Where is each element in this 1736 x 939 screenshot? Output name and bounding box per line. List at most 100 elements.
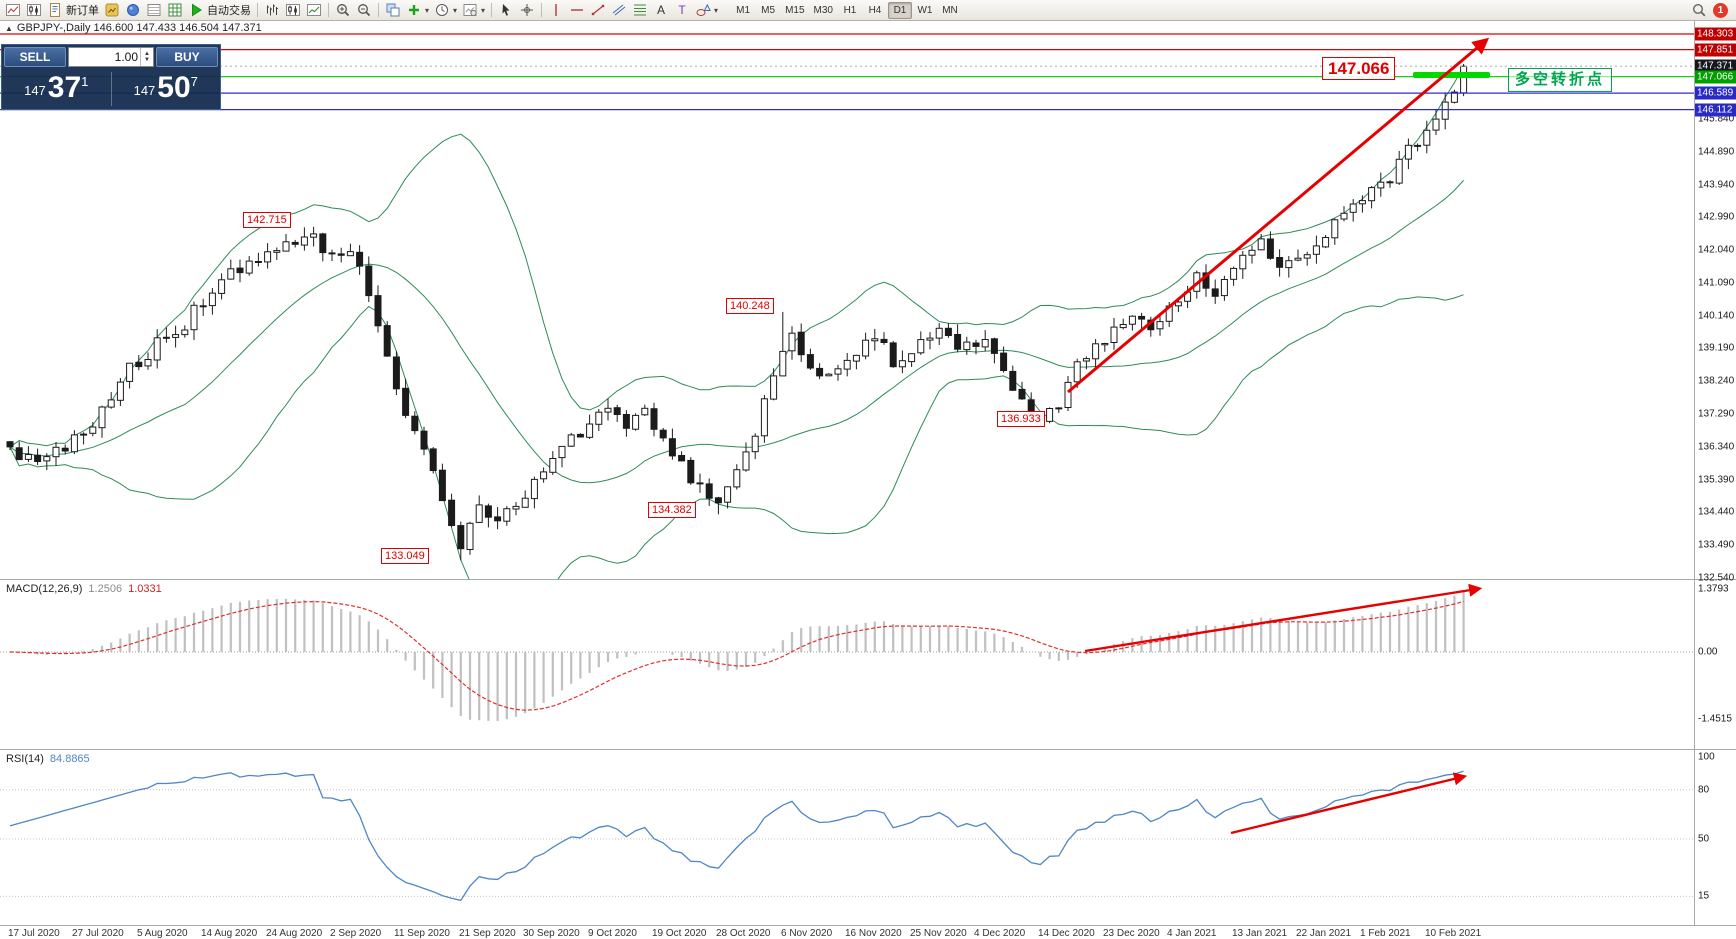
price-annotation-147066[interactable]: 147.066 [1322,57,1396,80]
caret-down-icon: ▾ [714,5,719,15]
turning-point-label[interactable]: 多空转折点 [1508,68,1613,92]
templates-icon [462,2,478,18]
spin-down-icon[interactable]: ▼ [144,57,150,63]
timeframe-m30[interactable]: M30 [813,4,833,16]
swing-price-tag[interactable]: 142.715 [243,212,291,228]
fibonacci-button[interactable] [630,1,650,20]
trendline-button[interactable] [588,1,608,20]
text-label-button[interactable]: T [672,1,692,20]
timeframe-w1[interactable]: W1 [917,4,933,16]
price-axis-label: 145.840 [1698,113,1735,125]
sell-button[interactable]: SELL [4,47,66,67]
turning-level-highlight[interactable] [1413,72,1490,78]
buy-price[interactable]: 147 50 7 [112,70,221,105]
time-axis-label: 22 Jan 2021 [1296,928,1352,939]
navigator-icon [146,2,162,18]
search-icon[interactable] [1691,2,1707,18]
sell-price[interactable]: 147 37 1 [2,72,111,105]
time-axis-label: 24 Aug 2020 [266,928,323,939]
indicators-icon [406,2,422,18]
macd-histogram [18,591,1465,721]
collapse-panel-icon[interactable]: ▲ [5,23,13,33]
swing-price-tag[interactable]: 133.049 [381,548,429,564]
buy-button[interactable]: BUY [156,47,218,67]
toolbar: 新订单 自动交易 ▾ ▾ ▾ A T ▾ M1 M5 M15 M30 H1 H4 D1 W1 MN 1 [0,0,1736,21]
horizontal-line-button[interactable] [567,1,587,20]
navigator-button[interactable] [144,1,164,20]
rsi-axis-label: 80 [1698,784,1710,796]
timeframe-m5[interactable]: M5 [761,4,776,16]
new-chart-button[interactable] [3,1,23,20]
cursor-button[interactable] [496,1,516,20]
chart-window-button[interactable] [24,1,44,20]
swing-price-tag[interactable]: 136.933 [997,411,1045,427]
crosshair-icon [519,2,535,18]
equidistant-channel-button[interactable] [609,1,629,20]
buy-price-pips: 50 [157,70,191,104]
new-order-button[interactable]: 新订单 [45,1,101,20]
timeframe-mn[interactable]: MN [942,4,958,16]
spin-up-icon[interactable]: ▲ [144,51,150,57]
terminal-button[interactable] [165,1,185,20]
text-button[interactable]: A [651,1,671,20]
zoom-out-button[interactable] [354,1,374,20]
swing-price-tag[interactable]: 140.248 [726,298,774,314]
trend-arrow-macd[interactable] [1084,583,1483,653]
timeframe-m1[interactable]: M1 [736,4,751,16]
candle-chart-icon [285,2,301,18]
line-chart-button[interactable] [304,1,324,20]
trend-arrow-rsi[interactable] [1230,772,1468,835]
chart-title: ▲ GBPJPY-,Daily 146.600 147.433 146.504 … [5,22,262,34]
candlestick-series [6,64,1468,561]
autotrading-button[interactable]: 自动交易 [186,1,253,20]
price-axis-label: 140.140 [1698,310,1735,322]
rsi-axis-label: 15 [1698,890,1710,902]
order-controls-row: SELL 1.00 ▲ ▼ BUY [2,45,220,69]
timeframe-h4[interactable]: H4 [868,4,882,16]
bar-chart-button[interactable] [262,1,282,20]
rsi-axis-label: 100 [1698,751,1715,763]
one-click-trading-panel: SELL 1.00 ▲ ▼ BUY 147 37 1 147 50 7 [1,44,221,110]
tile-windows-button[interactable] [383,1,403,20]
zoom-in-button[interactable] [333,1,353,20]
vertical-line-button[interactable] [546,1,566,20]
caret-down-icon: ▾ [425,5,430,15]
candle-chart-button[interactable] [283,1,303,20]
indicators-button[interactable]: ▾ [404,1,431,20]
price-axis-marker: 147.371 [1695,59,1736,73]
time-axis-label: 5 Aug 2020 [137,928,188,939]
shapes-button[interactable]: ▾ [693,1,720,20]
volume-value[interactable]: 1.00 [114,50,138,64]
price-axis-label: 142.040 [1698,244,1735,256]
price-display: 147 37 1 147 50 7 [2,69,220,109]
bollinger-middle [9,180,1464,484]
swing-price-tag[interactable]: 134.382 [648,502,696,518]
price-axis-label: 136.340 [1698,441,1735,453]
time-axis-label: 28 Oct 2020 [716,928,771,939]
volume-spinner[interactable]: ▲ ▼ [140,48,153,66]
time-axis-label: 27 Jul 2020 [72,928,124,939]
timeframe-group: M1 M5 M15 M30 H1 H4 D1 W1 MN [731,1,962,19]
trend-arrow-price[interactable] [1067,37,1490,394]
crosshair-button[interactable] [517,1,537,20]
volume-field[interactable]: 1.00 ▲ ▼ [68,47,154,67]
bollinger-upper [9,65,1465,448]
macd-value: 1.2506 [88,583,123,595]
toolbar-separator [257,3,258,17]
timeframe-d1[interactable]: D1 [887,1,912,19]
time-axis-label: 1 Feb 2021 [1360,928,1411,939]
text-icon: A [653,2,669,18]
templates-button[interactable]: ▾ [460,1,487,20]
price-divider [110,72,112,106]
notification-badge[interactable]: 1 [1713,2,1728,18]
timeframe-m15[interactable]: M15 [785,4,805,16]
timeframe-h1[interactable]: H1 [843,4,857,16]
data-window-button[interactable] [123,1,143,20]
price-axis-marker: 147.851 [1695,43,1736,57]
price-axis-label: 138.240 [1698,375,1735,387]
market-watch-button[interactable] [102,1,122,20]
periods-button[interactable]: ▾ [432,1,459,20]
time-axis-label: 17 Jul 2020 [8,928,60,939]
